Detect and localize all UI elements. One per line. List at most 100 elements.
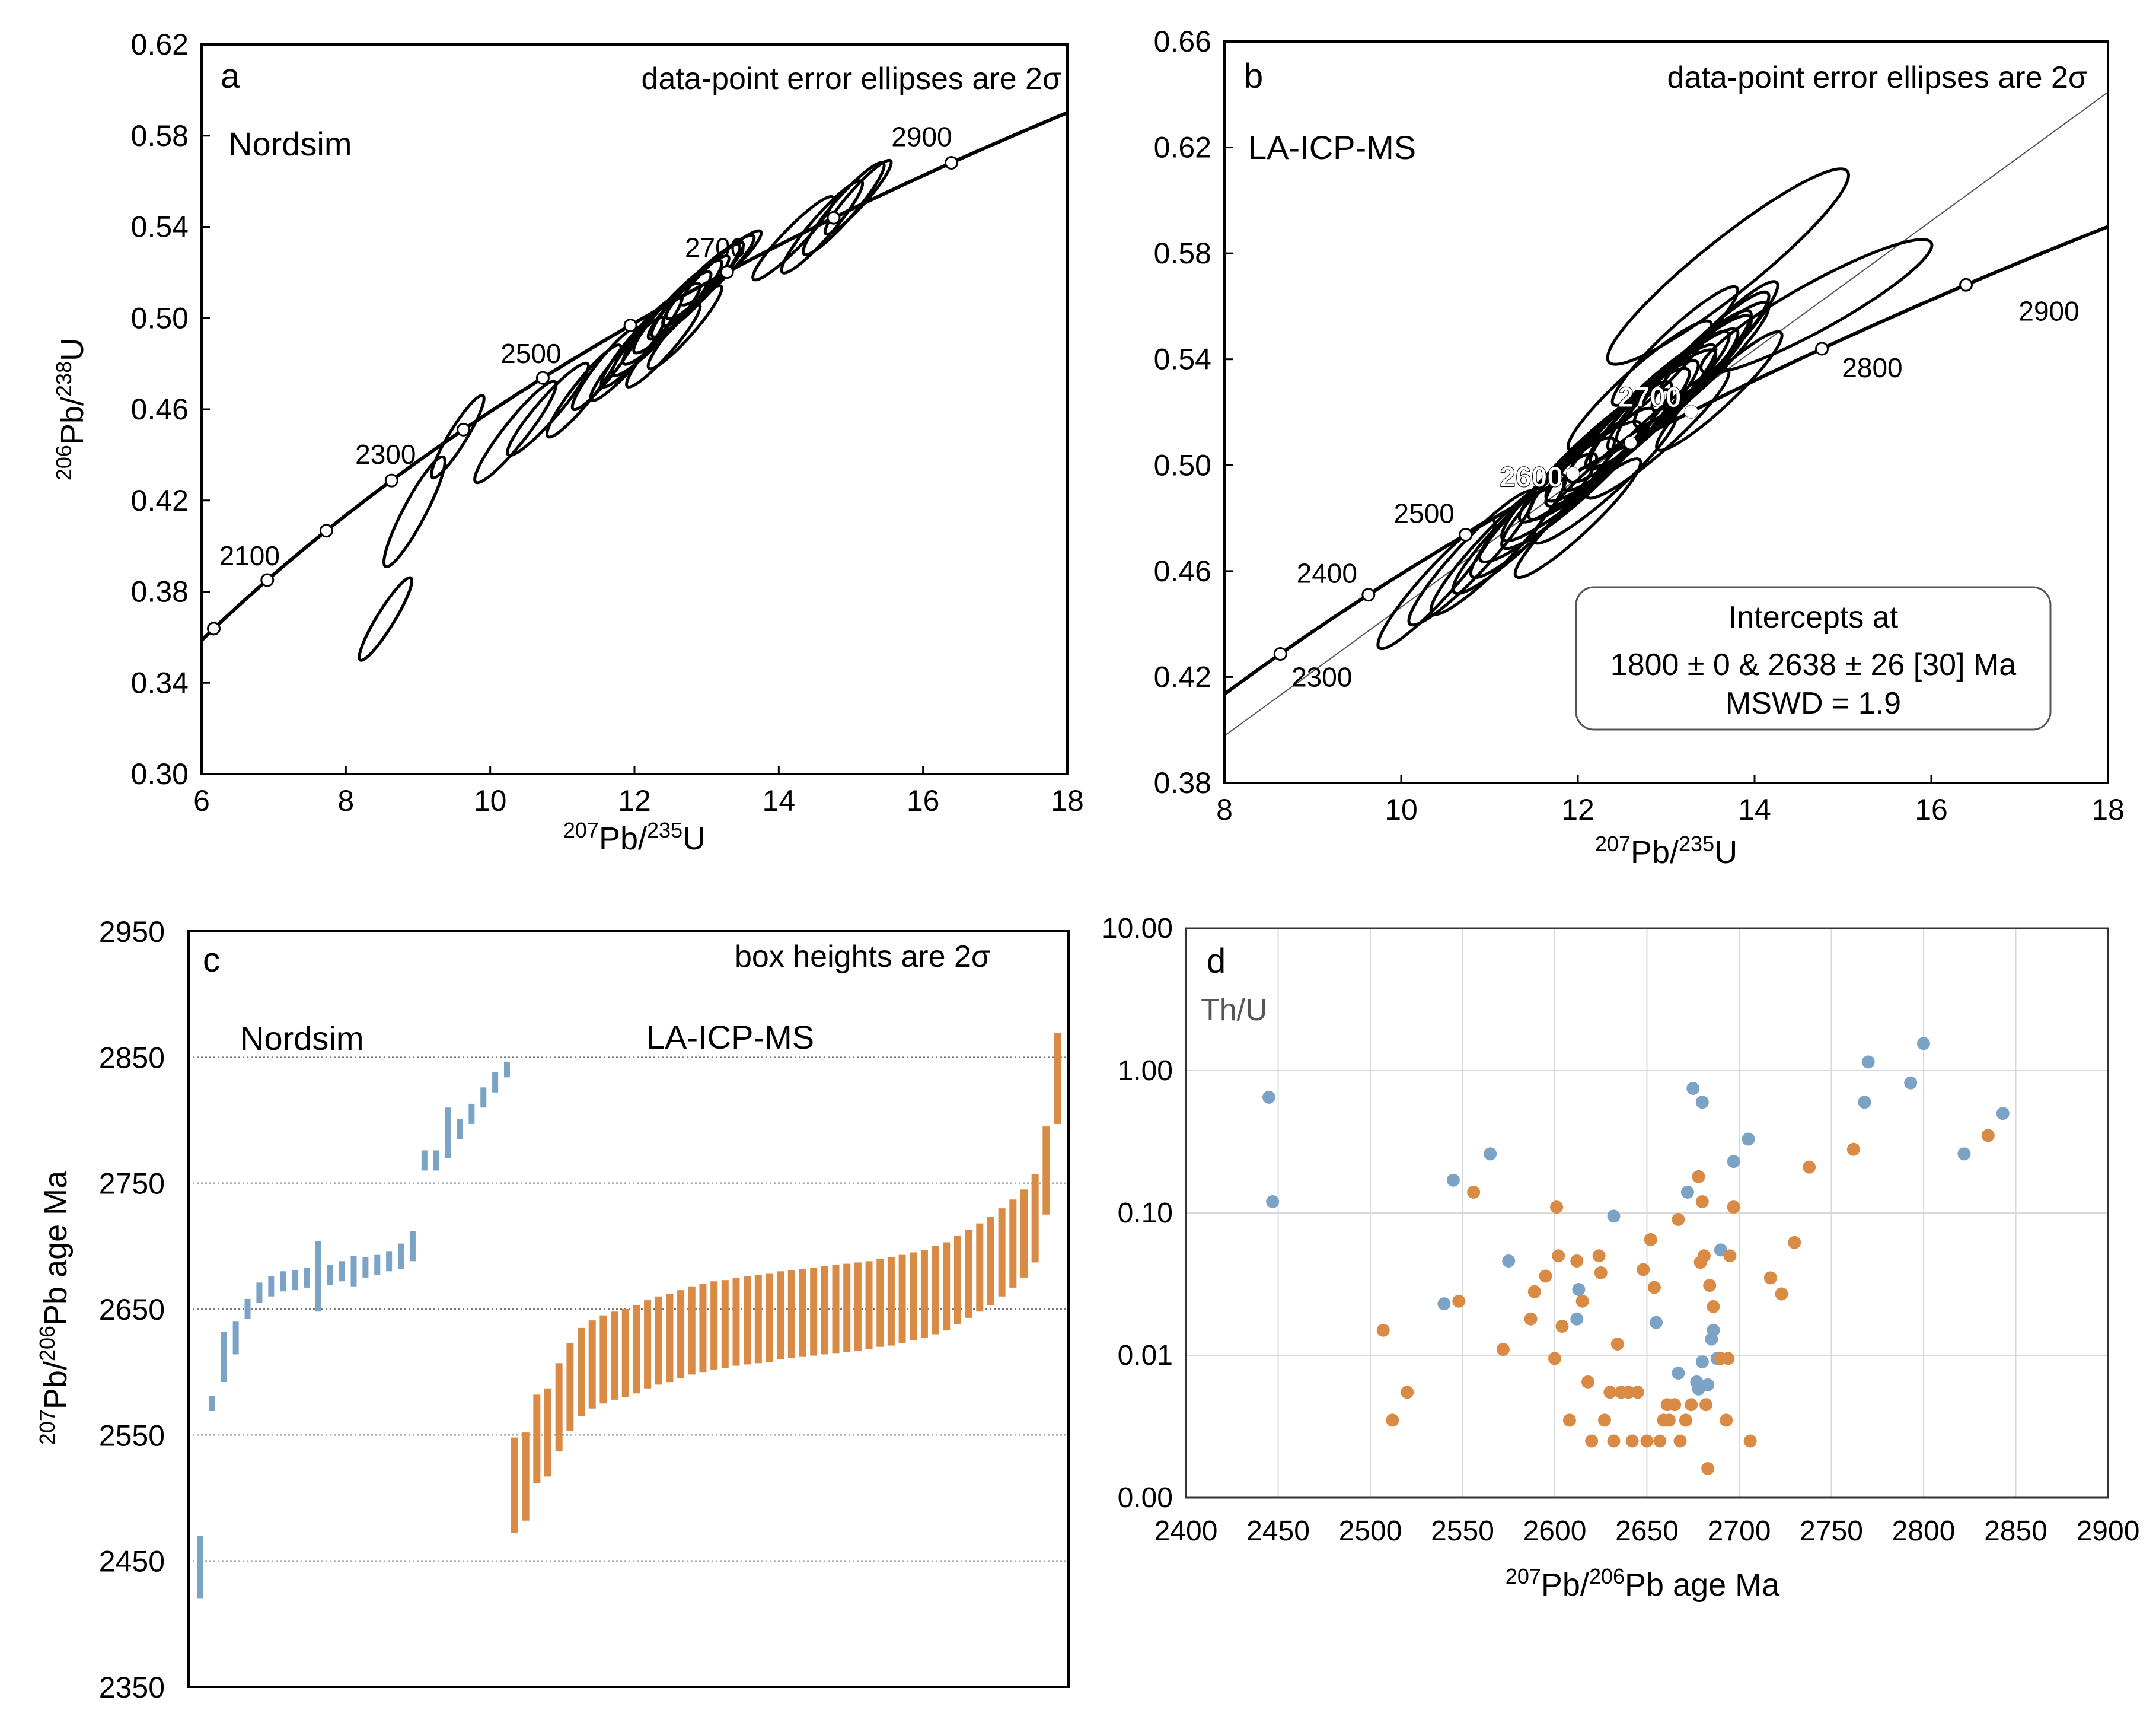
laicpms-age-box	[688, 1286, 696, 1375]
nordsim-age-box	[292, 1270, 298, 1291]
laicpms-age-box	[987, 1217, 994, 1305]
laicpms-age-box	[932, 1246, 939, 1335]
laicpms-thu-point	[1703, 1279, 1717, 1292]
error-ellipse	[625, 302, 702, 389]
concordia-age-marker	[944, 156, 958, 170]
panel-c-age-boxes: 2350 2450 2550 2650 2750 2850 2950 c box heigh…	[35, 915, 1070, 1704]
y-tick-label: 0.58	[1154, 237, 1211, 270]
nordsim-age-box	[209, 1396, 215, 1411]
x-tick-label: 18	[2091, 793, 2125, 826]
concordia-age-label: 2700	[685, 233, 745, 263]
laicpms-thu-point	[1788, 1235, 1801, 1249]
laicpms-age-box	[810, 1267, 818, 1356]
x-tick-label: 2800	[1892, 1515, 1956, 1547]
nordsim-thu-point	[1570, 1312, 1584, 1326]
x-tick-label: 2900	[2077, 1515, 2140, 1547]
nordsim-thu-point	[1650, 1316, 1663, 1329]
laicpms-age-box	[953, 1235, 961, 1324]
x-tick-label: 10	[474, 784, 507, 817]
nordsim-thu-point	[1727, 1155, 1740, 1168]
nordsim-thu-point	[1437, 1297, 1451, 1311]
nordsim-thu-point	[1957, 1147, 1971, 1161]
laicpms-age-box	[766, 1273, 773, 1362]
error-ellipse	[1584, 367, 1731, 500]
laicpms-age-box	[655, 1296, 662, 1385]
nordsim-thu-point	[1996, 1107, 2010, 1120]
laicpms-thu-point	[1603, 1386, 1617, 1399]
panel-c-series-label-nordsim: Nordsim	[240, 1020, 363, 1057]
laicpms-age-box	[787, 1270, 795, 1358]
laicpms-age-box	[611, 1311, 618, 1400]
concordia-age-marker	[1959, 278, 1973, 292]
panel-a-ylabel: 206Pb/238U	[52, 338, 90, 480]
laicpms-thu-point	[1695, 1195, 1709, 1208]
nordsim-age-box	[280, 1271, 286, 1292]
x-tick-label: 18	[1051, 784, 1084, 817]
laicpms-thu-point	[1575, 1294, 1589, 1308]
panel-d-points	[1262, 1037, 2010, 1476]
concordia-age-label: 2500	[1394, 498, 1455, 528]
laicpms-thu-point	[1647, 1281, 1661, 1294]
nordsim-age-box	[244, 1299, 251, 1319]
panel-b-xlabel: 207Pb/235U	[1595, 832, 1737, 870]
y-tick-label: 1.00	[1118, 1055, 1173, 1087]
x-tick-label: 2600	[1523, 1515, 1587, 1547]
nordsim-age-box	[268, 1276, 275, 1297]
y-tick-label: 0.50	[131, 301, 189, 335]
nordsim-age-box	[457, 1119, 463, 1139]
error-ellipse	[1567, 319, 1713, 453]
nordsim-thu-point	[1266, 1195, 1280, 1208]
laicpms-thu-point	[1701, 1462, 1715, 1476]
concordia-age-marker	[1459, 527, 1473, 542]
x-tick-label: 16	[1915, 793, 1948, 826]
x-tick-label: 14	[763, 784, 796, 817]
x-tick-label: 2400	[1154, 1515, 1218, 1547]
laicpms-age-box	[1054, 1033, 1061, 1124]
nordsim-age-box	[386, 1251, 393, 1272]
error-ellipse	[382, 455, 446, 569]
x-tick-label: 10	[1385, 793, 1418, 826]
nordsim-thu-point	[1446, 1173, 1460, 1187]
laicpms-thu-point	[1685, 1398, 1698, 1412]
laicpms-age-box	[777, 1271, 784, 1359]
laicpms-age-box	[522, 1432, 530, 1521]
panel-b-annotation: data-point error ellipses are 2σ	[1667, 60, 2087, 95]
concordia-age-label: 2500	[500, 338, 561, 369]
concordia-age-marker	[720, 265, 734, 279]
nordsim-age-box	[339, 1261, 345, 1282]
y-tick-label: 0.58	[131, 119, 189, 152]
panel-d-thu-scatter: 2400 2450 2500 2550 2600 2650 2700 2750 2800 2850…	[1102, 913, 2140, 1603]
y-tick-label: 2650	[99, 1293, 165, 1326]
nordsim-age-box	[504, 1062, 510, 1078]
laicpms-thu-point	[1662, 1413, 1676, 1427]
laicpms-age-box	[1042, 1126, 1050, 1215]
nordsim-age-box	[256, 1282, 263, 1303]
laicpms-age-box	[544, 1388, 552, 1477]
laicpms-age-box	[898, 1254, 906, 1343]
error-ellipse	[473, 380, 558, 485]
panel-b-frame	[1223, 40, 2109, 784]
y-tick-label: 0.66	[1154, 25, 1211, 58]
laicpms-thu-point	[1552, 1249, 1565, 1263]
laicpms-age-box	[865, 1261, 873, 1349]
laicpms-age-box	[566, 1343, 574, 1431]
concordia-age-label: 2100	[219, 540, 280, 571]
laicpms-thu-point	[1699, 1398, 1713, 1412]
error-ellipse	[1699, 238, 1934, 375]
panel-a-letter: a	[221, 57, 240, 95]
laicpms-thu-point	[1653, 1434, 1667, 1448]
bold-age-label: 2600	[1500, 462, 1563, 493]
nordsim-age-box	[445, 1107, 451, 1158]
laicpms-thu-point	[1570, 1254, 1584, 1268]
x-tick-label: 16	[907, 784, 940, 817]
laicpms-thu-point	[1592, 1249, 1606, 1263]
nordsim-age-box	[350, 1256, 357, 1287]
error-ellipse	[1650, 280, 1779, 412]
laicpms-thu-point	[1775, 1287, 1788, 1301]
nordsim-age-box	[197, 1536, 203, 1599]
laicpms-age-box	[887, 1257, 895, 1346]
concordia-age-marker	[623, 319, 637, 333]
panel-c-series-label-laicpms: LA-ICP-MS	[646, 1018, 814, 1056]
nordsim-thu-point	[1707, 1323, 1720, 1337]
laicpms-thu-point	[1467, 1185, 1481, 1199]
